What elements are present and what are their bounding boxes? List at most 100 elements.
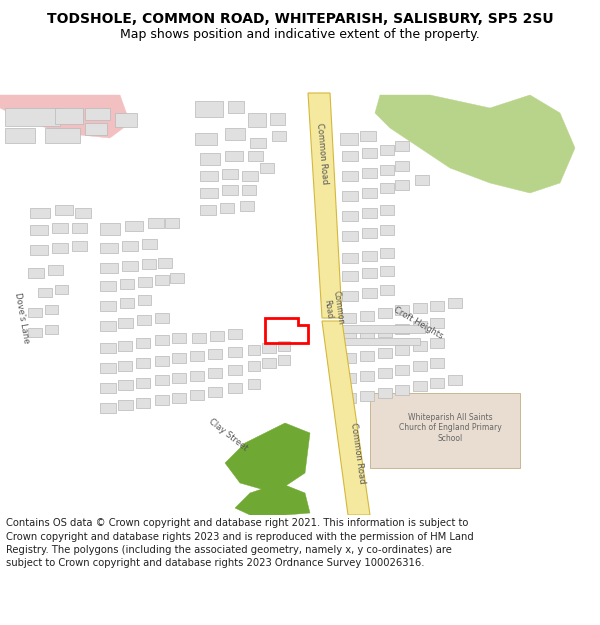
Polygon shape [172,353,186,363]
Polygon shape [362,168,377,178]
Polygon shape [170,273,184,283]
Polygon shape [342,191,358,201]
Polygon shape [262,343,276,353]
Polygon shape [375,95,575,193]
Polygon shape [100,363,116,373]
Polygon shape [225,128,245,140]
Polygon shape [222,169,238,179]
Polygon shape [155,395,169,405]
Polygon shape [208,387,222,397]
Polygon shape [72,241,87,251]
Polygon shape [136,378,150,388]
Polygon shape [100,281,116,291]
Polygon shape [430,338,444,348]
Polygon shape [155,335,169,345]
Polygon shape [248,361,260,371]
Polygon shape [100,383,116,393]
Polygon shape [395,161,409,171]
Polygon shape [195,101,223,117]
Polygon shape [228,365,242,375]
Polygon shape [172,333,186,343]
Polygon shape [118,380,133,390]
Polygon shape [48,265,63,275]
Polygon shape [125,221,143,231]
Polygon shape [395,141,409,151]
Polygon shape [200,153,220,165]
Polygon shape [362,228,377,238]
Polygon shape [28,268,44,278]
Polygon shape [413,303,427,313]
Text: Common Road: Common Road [349,422,367,484]
Polygon shape [342,393,356,403]
Text: Common
Road: Common Road [321,290,345,326]
Polygon shape [55,108,83,124]
Polygon shape [308,93,342,318]
Polygon shape [380,285,394,295]
Polygon shape [378,388,392,398]
Polygon shape [45,128,80,143]
Polygon shape [380,225,394,235]
Polygon shape [242,185,256,195]
Polygon shape [100,321,116,331]
Polygon shape [278,355,290,365]
Polygon shape [378,368,392,378]
Polygon shape [380,165,394,175]
Polygon shape [155,375,169,385]
Polygon shape [430,358,444,368]
Polygon shape [395,305,409,315]
Polygon shape [413,341,427,351]
Polygon shape [380,248,394,258]
Polygon shape [362,251,377,261]
Polygon shape [342,253,358,263]
Polygon shape [380,145,394,155]
Polygon shape [100,263,118,273]
Polygon shape [413,381,427,391]
Polygon shape [195,133,217,145]
Polygon shape [100,343,116,353]
Polygon shape [272,131,286,141]
Polygon shape [200,171,218,181]
Polygon shape [30,208,50,218]
Polygon shape [413,321,427,331]
Polygon shape [380,266,394,276]
Polygon shape [395,324,409,334]
Polygon shape [240,201,254,211]
Polygon shape [30,225,48,235]
Polygon shape [45,305,58,314]
Polygon shape [228,383,242,393]
Polygon shape [342,171,358,181]
Polygon shape [5,108,60,126]
Polygon shape [118,361,132,371]
Polygon shape [100,223,120,235]
Polygon shape [100,403,116,413]
Text: Map shows position and indicative extent of the property.: Map shows position and indicative extent… [120,28,480,41]
Polygon shape [395,345,409,355]
Polygon shape [395,180,409,190]
Polygon shape [155,356,169,366]
Polygon shape [342,211,358,221]
Polygon shape [137,315,151,325]
Polygon shape [55,285,68,294]
Text: Dove's Lane: Dove's Lane [13,292,31,344]
Polygon shape [30,245,48,255]
Polygon shape [395,385,409,395]
Polygon shape [28,328,42,337]
Polygon shape [322,321,370,515]
Polygon shape [75,208,91,218]
Polygon shape [415,175,429,185]
Polygon shape [52,243,68,253]
Polygon shape [200,205,216,215]
Polygon shape [262,358,276,368]
Polygon shape [342,291,358,301]
Polygon shape [100,243,118,253]
Polygon shape [342,151,358,161]
Polygon shape [136,358,150,368]
Polygon shape [342,313,356,323]
Polygon shape [360,331,374,341]
Polygon shape [378,327,392,337]
Polygon shape [190,390,204,400]
Polygon shape [155,275,169,285]
Polygon shape [248,113,266,127]
Polygon shape [448,298,462,308]
Polygon shape [430,318,444,328]
